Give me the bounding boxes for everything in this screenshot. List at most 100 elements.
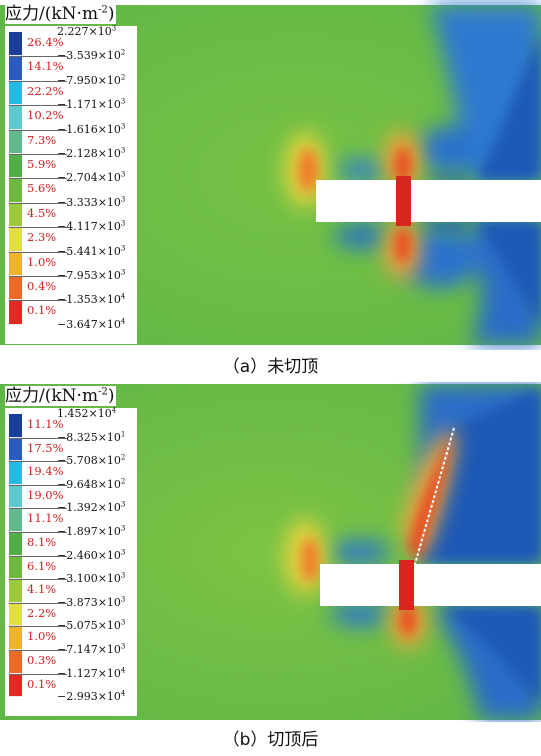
pillar-strip bbox=[399, 560, 414, 610]
legend-percentage: 11.1% bbox=[27, 417, 64, 431]
color-legend: 26.4% 14.1% 22.2% 10.2% 7.3% 5.9% 5.6% 4.5% 2.3%… bbox=[5, 24, 137, 344]
legend-value: −2.993×104 bbox=[57, 689, 126, 704]
legend-value: −5.075×103 bbox=[57, 618, 126, 633]
legend-tick bbox=[9, 178, 67, 180]
far-field-blue bbox=[415, 30, 541, 330]
panel-cut-roof: 应力/(kN·m-2) 11.1% 17.5% 19.4% 19.0% 11.1% 8.1… bbox=[0, 382, 541, 756]
legend-swatch bbox=[9, 602, 22, 627]
legend-value: −7.147×103 bbox=[57, 642, 126, 656]
legend-tick bbox=[9, 626, 67, 628]
legend-value: −1.353×104 bbox=[57, 292, 126, 307]
legend-value: −3.647×104 bbox=[57, 317, 126, 331]
figure-caption: （a）未切顶 bbox=[222, 357, 319, 377]
legend-tick bbox=[9, 251, 67, 253]
legend-percentage: 14.1% bbox=[27, 59, 64, 74]
legend-percentage: 7.3% bbox=[27, 132, 57, 147]
legend-swatch bbox=[9, 202, 22, 228]
legend-percentage: 2.3% bbox=[27, 230, 57, 245]
legend-percentage: 19.0% bbox=[27, 487, 64, 502]
legend-swatch bbox=[9, 227, 22, 252]
legend-value: −2.460×103 bbox=[57, 547, 126, 562]
legend-percentage: 5.9% bbox=[27, 157, 57, 171]
legend-title: 应力/(kN·m-2) bbox=[5, 4, 117, 24]
legend-value: −4.117×103 bbox=[57, 219, 126, 234]
legend-tick bbox=[9, 484, 67, 486]
legend-value: −7.953×103 bbox=[57, 268, 126, 282]
legend-swatch bbox=[9, 437, 22, 462]
far-field-blue bbox=[420, 387, 541, 707]
legend-percentage: 2.2% bbox=[27, 605, 57, 620]
legend-swatch bbox=[9, 555, 22, 580]
legend-title: 应力/(kN·m-2) bbox=[5, 386, 117, 406]
legend-value: −3.873×103 bbox=[57, 595, 126, 609]
roof-cut-line bbox=[414, 427, 455, 565]
legend-value: −5.708×102 bbox=[57, 453, 126, 468]
legend-swatch bbox=[9, 251, 22, 276]
legend-percentage: 1.0% bbox=[27, 629, 57, 644]
legend-percentage: 0.3% bbox=[27, 653, 57, 667]
color-legend: 11.1% 17.5% 19.4% 19.0% 11.1% 8.1% 6.1% 4.1% 2.2… bbox=[5, 406, 137, 716]
legend-color-bar bbox=[9, 32, 22, 325]
legend-percentage: 4.5% bbox=[27, 205, 57, 220]
legend-value: −7.950×102 bbox=[57, 73, 126, 87]
legend-value: −5.441×103 bbox=[57, 243, 126, 258]
legend-tick bbox=[9, 650, 67, 651]
legend-tick bbox=[9, 673, 67, 675]
legend-value: −2.128×103 bbox=[57, 146, 126, 160]
legend-swatch bbox=[9, 300, 22, 325]
legend-tick bbox=[9, 602, 67, 604]
legend-swatch bbox=[9, 414, 22, 438]
roadway-opening bbox=[316, 180, 541, 222]
legend-swatch bbox=[9, 80, 22, 106]
roadway-opening bbox=[320, 564, 541, 606]
legend-value: −1.897×103 bbox=[57, 524, 126, 538]
legend-tick bbox=[9, 56, 67, 58]
legend-swatch bbox=[9, 673, 22, 698]
legend-percentage: 6.1% bbox=[27, 558, 57, 573]
legend-swatch bbox=[9, 56, 22, 81]
legend-swatch bbox=[9, 105, 22, 130]
legend-tick bbox=[9, 437, 67, 439]
legend-percentage: 5.6% bbox=[27, 181, 57, 196]
legend-value: −1.616×103 bbox=[57, 121, 126, 136]
legend-percentage: 17.5% bbox=[27, 440, 64, 455]
legend-value: 2.227×103 bbox=[57, 24, 117, 38]
legend-value: 1.452×104 bbox=[57, 406, 117, 420]
peak-stress-zones bbox=[301, 432, 452, 636]
legend-percentage: 0.1% bbox=[27, 676, 57, 691]
peak-stress-zones bbox=[298, 147, 411, 263]
legend-swatch bbox=[9, 461, 22, 485]
legend-tick bbox=[9, 80, 67, 82]
legend-tick bbox=[9, 276, 67, 277]
legend-percentage: 10.2% bbox=[27, 108, 64, 123]
legend-tick bbox=[9, 154, 67, 155]
legend-value: −3.100×103 bbox=[57, 571, 126, 586]
legend-tick bbox=[9, 129, 67, 131]
legend-swatch bbox=[9, 154, 22, 179]
legend-percentage: 26.4% bbox=[27, 35, 64, 49]
legend-value: −1.171×103 bbox=[57, 97, 126, 112]
legend-tick bbox=[9, 202, 67, 204]
legend-tick bbox=[9, 105, 67, 107]
legend-tick bbox=[9, 227, 67, 229]
legend-swatch bbox=[9, 579, 22, 603]
legend-tick bbox=[9, 461, 67, 463]
legend-swatch bbox=[9, 484, 22, 509]
legend-swatch bbox=[9, 532, 22, 556]
legend-swatch bbox=[9, 626, 22, 650]
legend-percentage: 8.1% bbox=[27, 535, 57, 549]
legend-percentage: 4.1% bbox=[27, 582, 57, 597]
legend-swatch bbox=[9, 508, 22, 532]
legend-percentage: 11.1% bbox=[27, 511, 64, 526]
legend-percentage: 0.4% bbox=[27, 279, 57, 293]
legend-value: −2.704×103 bbox=[57, 170, 126, 185]
legend-tick bbox=[9, 300, 67, 302]
legend-tick bbox=[9, 579, 67, 581]
pillar-strip bbox=[396, 176, 411, 226]
legend-percentage: 1.0% bbox=[27, 254, 57, 269]
legend-value: −3.333×103 bbox=[57, 195, 126, 209]
panel-uncut-roof: 应力/(kN·m-2) 26.4% 14.1% 22.2% 10.2% 7.3% 5.9%… bbox=[0, 4, 541, 377]
legend-value: −1.127×104 bbox=[57, 665, 126, 680]
legend-swatch bbox=[9, 276, 22, 301]
legend-percentage: 0.1% bbox=[27, 303, 57, 318]
